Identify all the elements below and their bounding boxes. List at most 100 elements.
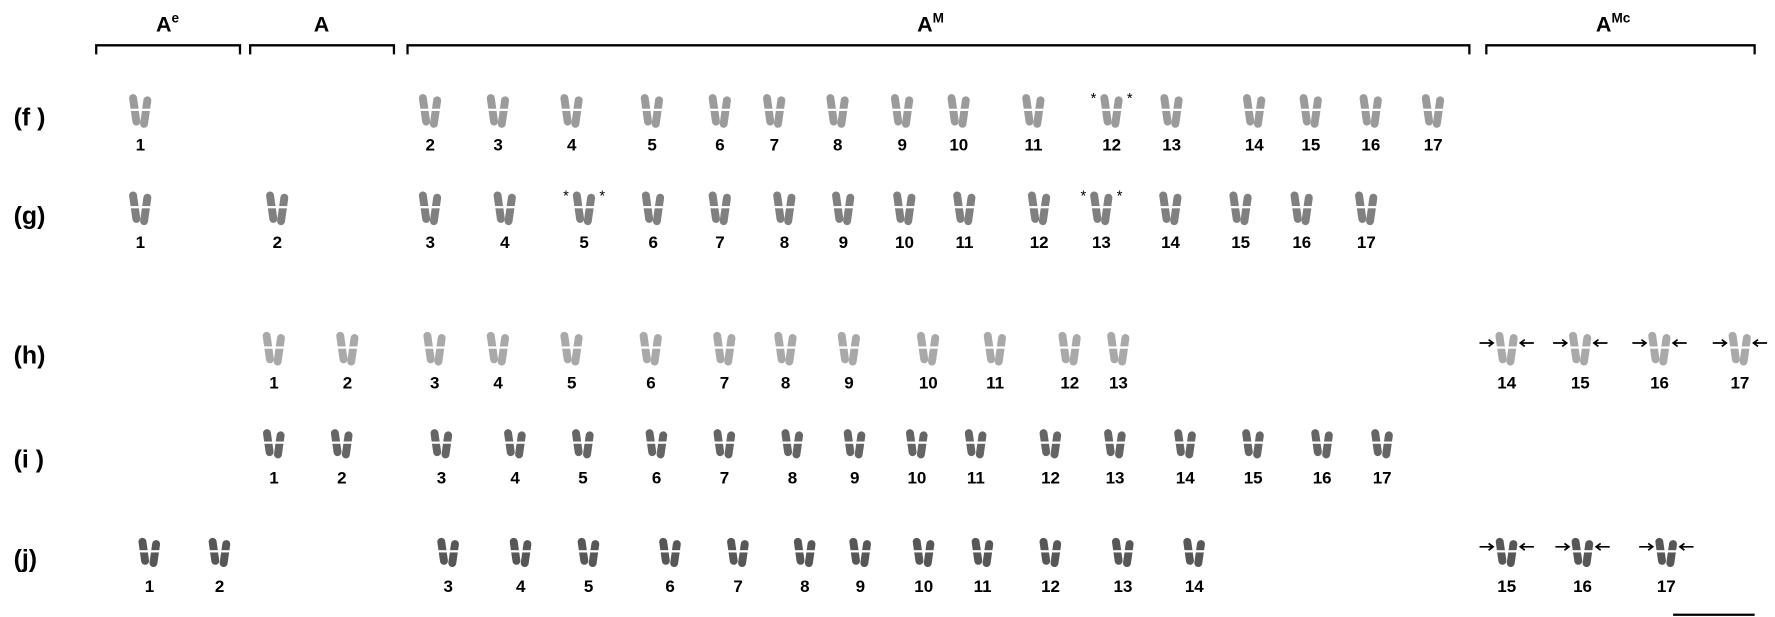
centromere — [505, 442, 514, 444]
bracket — [1486, 45, 1754, 54]
centromere — [264, 346, 273, 348]
chromosome-number: 2 — [215, 577, 224, 596]
centromere — [960, 109, 969, 111]
chromosome — [1382, 431, 1394, 459]
chromosome-number: 12 — [1041, 468, 1060, 487]
centromere — [782, 442, 791, 444]
centromere — [1372, 109, 1381, 111]
chromosome — [982, 540, 994, 568]
group-header: Ae — [156, 11, 180, 37]
centromere — [653, 109, 662, 111]
chromosome-number: 17 — [1424, 136, 1443, 155]
chromosome — [571, 334, 583, 366]
chromosome-number: 17 — [1657, 577, 1676, 596]
centromere — [1741, 346, 1750, 348]
chromosome — [923, 540, 935, 568]
centromere — [1367, 206, 1376, 208]
centromere — [726, 346, 735, 348]
group-base: A — [156, 13, 172, 37]
chromosome-number: 17 — [1730, 373, 1749, 392]
centromere — [710, 109, 719, 111]
chromosome — [1580, 334, 1592, 366]
chromosome-number: 3 — [444, 577, 453, 596]
chromosome — [504, 193, 516, 225]
chromosome — [571, 96, 583, 128]
centromere — [1254, 442, 1263, 444]
chromosome-number: 4 — [516, 577, 526, 596]
centromere — [1101, 109, 1110, 111]
centromere — [275, 442, 284, 444]
centromere — [861, 550, 870, 552]
chromosome — [429, 193, 441, 225]
chromosome — [719, 96, 731, 128]
centromere — [139, 550, 148, 552]
centromere — [343, 442, 352, 444]
chromosome — [1739, 334, 1751, 366]
chromosome — [860, 540, 872, 568]
asterisk: * — [1117, 188, 1123, 204]
centromere — [641, 346, 650, 348]
chromosome-number: 8 — [788, 468, 797, 487]
asterisk: * — [563, 188, 569, 204]
chromosome-number: 13 — [1162, 136, 1181, 155]
group-header: AM — [917, 11, 944, 37]
centromere — [1184, 550, 1193, 552]
centromere — [652, 346, 661, 348]
chromosome — [916, 431, 928, 459]
centromere — [985, 346, 994, 348]
chromosome — [1050, 540, 1062, 568]
centromere — [1161, 109, 1170, 111]
chromosome — [804, 540, 816, 568]
row-label: (i ) — [14, 446, 44, 474]
arrow — [1713, 340, 1727, 347]
centromere — [714, 346, 723, 348]
centromere — [1023, 109, 1032, 111]
centromere — [1231, 206, 1240, 208]
chromosome — [724, 431, 736, 459]
centromere — [431, 109, 440, 111]
centromere — [775, 109, 784, 111]
arrow — [1553, 340, 1567, 347]
centromere — [1160, 206, 1169, 208]
chromosome — [1253, 431, 1265, 459]
centromere — [488, 109, 497, 111]
centromere — [1173, 109, 1182, 111]
centromere — [1091, 206, 1100, 208]
centromere — [585, 206, 594, 208]
chromosome-number: 14 — [1176, 468, 1195, 487]
centromere — [1124, 550, 1133, 552]
centromere — [925, 550, 934, 552]
chromosome — [149, 540, 161, 568]
centromere — [787, 346, 796, 348]
chromosome — [277, 193, 289, 225]
arrow — [1555, 543, 1569, 550]
chromosome-number: 3 — [437, 468, 446, 487]
bracket — [250, 45, 394, 54]
chromosome-number: 14 — [1245, 136, 1264, 155]
group-superscript: e — [172, 11, 180, 26]
chromosome — [1122, 540, 1134, 568]
centromere — [1312, 442, 1321, 444]
centromere — [561, 109, 570, 111]
chromosome — [738, 540, 750, 568]
centromere — [436, 346, 445, 348]
chromosome-number: 2 — [337, 468, 346, 487]
centromere — [1040, 206, 1049, 208]
chromosome — [848, 334, 860, 366]
chromosome-number: 15 — [1244, 468, 1263, 487]
centromere — [506, 206, 515, 208]
centromere — [972, 550, 981, 552]
centromere — [1029, 206, 1038, 208]
group-brackets — [96, 45, 1754, 54]
centromere — [894, 206, 903, 208]
chromosome — [958, 96, 970, 128]
centromere — [1661, 346, 1670, 348]
chromosome — [273, 431, 285, 459]
centromere — [495, 206, 504, 208]
centromere — [1323, 442, 1332, 444]
chromosome — [341, 431, 353, 459]
chromosome — [670, 540, 682, 568]
centromere — [431, 206, 440, 208]
arrow — [1594, 340, 1608, 347]
chromosome — [774, 96, 786, 128]
